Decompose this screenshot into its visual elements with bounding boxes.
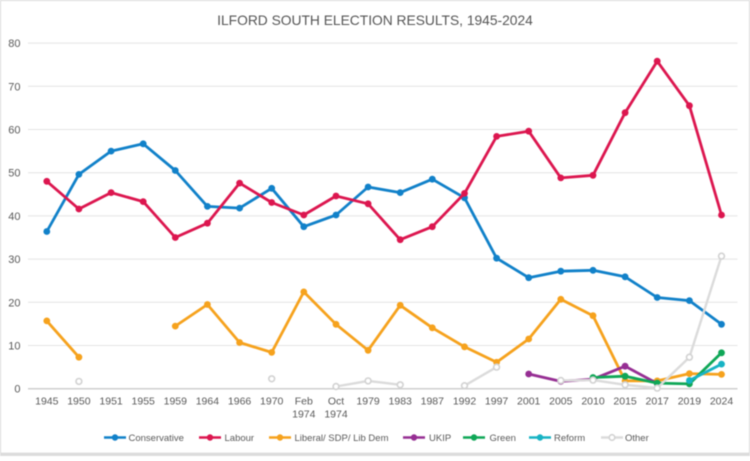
svg-text:2010: 2010 <box>581 396 605 408</box>
svg-text:20: 20 <box>8 297 20 309</box>
svg-text:1997: 1997 <box>485 396 509 408</box>
svg-text:2015: 2015 <box>613 396 637 408</box>
svg-text:Oct: Oct <box>328 396 344 408</box>
svg-text:1945: 1945 <box>35 396 59 408</box>
svg-text:1964: 1964 <box>196 396 220 408</box>
svg-text:10: 10 <box>8 341 20 353</box>
svg-text:2001: 2001 <box>517 396 541 408</box>
svg-text:1955: 1955 <box>132 396 156 408</box>
svg-text:2017: 2017 <box>646 396 670 408</box>
svg-text:70: 70 <box>8 81 20 93</box>
svg-text:Labour: Labour <box>225 433 255 444</box>
svg-text:UKIP: UKIP <box>429 433 451 444</box>
svg-text:1983: 1983 <box>389 396 413 408</box>
svg-text:1974: 1974 <box>324 409 348 421</box>
svg-text:1951: 1951 <box>99 396 123 408</box>
svg-text:2024: 2024 <box>710 396 734 408</box>
svg-text:1992: 1992 <box>453 396 477 408</box>
svg-text:1987: 1987 <box>421 396 445 408</box>
svg-text:Reform: Reform <box>554 433 585 444</box>
svg-text:30: 30 <box>8 254 20 266</box>
svg-text:Feb: Feb <box>295 396 313 408</box>
svg-text:Other: Other <box>625 433 649 444</box>
svg-text:Green: Green <box>490 433 516 444</box>
svg-text:1966: 1966 <box>228 396 252 408</box>
svg-text:2005: 2005 <box>549 396 573 408</box>
svg-text:1974: 1974 <box>292 409 316 421</box>
svg-text:80: 80 <box>8 38 20 50</box>
svg-text:60: 60 <box>8 125 20 137</box>
svg-text:50: 50 <box>8 168 20 180</box>
svg-text:40: 40 <box>8 211 20 223</box>
svg-text:Liberal/ SDP/ Lib Dem: Liberal/ SDP/ Lib Dem <box>295 433 389 444</box>
svg-text:1959: 1959 <box>164 396 188 408</box>
svg-text:1979: 1979 <box>356 396 380 408</box>
svg-text:1970: 1970 <box>260 396 284 408</box>
svg-text:0: 0 <box>14 384 20 396</box>
svg-text:ILFORD SOUTH ELECTION RESULTS,: ILFORD SOUTH ELECTION RESULTS, 1945-2024 <box>217 13 533 28</box>
svg-text:2019: 2019 <box>678 396 702 408</box>
svg-text:1950: 1950 <box>67 396 91 408</box>
svg-text:Conservative: Conservative <box>129 433 184 444</box>
